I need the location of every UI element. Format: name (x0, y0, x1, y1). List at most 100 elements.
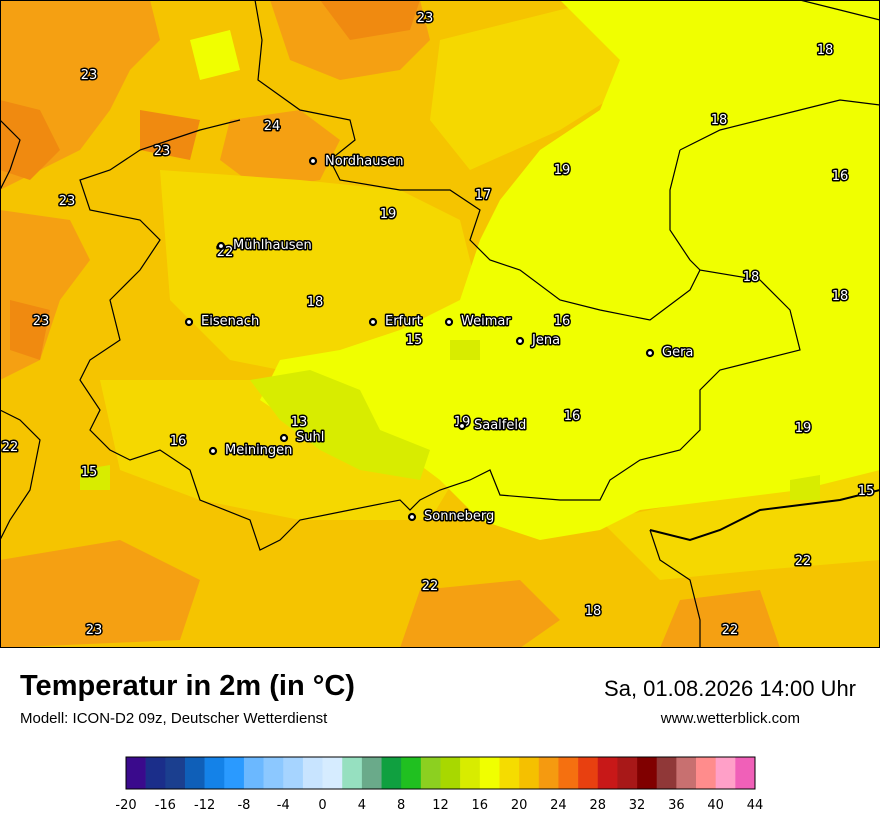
city-label-eisenach: Eisenach (201, 314, 259, 329)
legend-frame (125, 756, 756, 790)
temperature-labels: 23 18 23 18 24 23 19 16 23 17 19 22 18 1… (0, 10, 876, 640)
legend-swatch (420, 757, 441, 789)
forecast-datetime: Sa, 01.08.2026 14:00 Uhr (604, 676, 856, 701)
temp-label: 19 (795, 421, 812, 436)
city-label-erfurt: Erfurt (385, 314, 422, 329)
legend-swatch (204, 757, 225, 789)
temp-label: 22 (422, 579, 439, 594)
legend-tick-label: 44 (747, 798, 764, 813)
legend-swatch (440, 757, 461, 789)
legend-swatch (735, 757, 756, 789)
legend-ticks: -20 -16 -12 -8 -4 0 4 8 12 16 20 24 28 32 36 40 44 (115, 798, 763, 813)
legend-swatch (263, 757, 284, 789)
legend-tick-label: -4 (277, 798, 290, 813)
state-borders (0, 0, 880, 648)
legend-tick-label: 20 (511, 798, 528, 813)
temp-label: 15 (81, 465, 98, 480)
temp-label: 22 (2, 440, 19, 455)
city-dot-meiningen (208, 446, 218, 456)
temp-label: 16 (832, 169, 849, 184)
legend-swatch (558, 757, 579, 789)
city-label-meiningen: Meiningen (225, 443, 292, 458)
temperature-map: 23 18 23 18 24 23 19 16 23 17 19 22 18 1… (0, 0, 880, 648)
legend-swatch (656, 757, 677, 789)
legend-swatch (578, 757, 599, 789)
legend-swatch (499, 757, 520, 789)
legend-swatch (479, 757, 500, 789)
legend-swatch (243, 757, 264, 789)
legend-tick-label: 32 (629, 798, 646, 813)
model-source: Modell: ICON-D2 09z, Deutscher Wetterdie… (20, 710, 328, 727)
city-dot-gera (645, 348, 655, 358)
temp-label: 18 (832, 289, 849, 304)
color-legend: -20 -16 -12 -8 -4 0 4 8 12 16 20 24 28 32 36 40 44 (0, 750, 880, 830)
coolest-areas (80, 340, 820, 500)
temp-label: 18 (743, 270, 760, 285)
city-dot-jena (515, 336, 525, 346)
legend-tick-label: 4 (358, 798, 366, 813)
legend-swatch (342, 757, 363, 789)
temp-label: 19 (380, 207, 397, 222)
legend-swatch (676, 757, 697, 789)
legend-swatch (460, 757, 481, 789)
temp-label: 22 (795, 554, 812, 569)
legend-tick-label: -12 (194, 798, 215, 813)
legend-tick-label: 16 (472, 798, 489, 813)
temp-label: 23 (86, 623, 103, 638)
legend-tick-label: -16 (155, 798, 176, 813)
legend-swatch (381, 757, 402, 789)
legend-swatch (302, 757, 323, 789)
legend-swatch (538, 757, 559, 789)
temp-label: 16 (554, 314, 571, 329)
legend-tick-label: -20 (115, 798, 136, 813)
legend-swatch (597, 757, 618, 789)
temp-label: 15 (858, 484, 875, 499)
legend-swatch (401, 757, 422, 789)
city-dot-nordhausen (308, 156, 318, 166)
legend-tick-label: 24 (550, 798, 567, 813)
legend-swatch (283, 757, 304, 789)
legend-swatch (637, 757, 658, 789)
city-label-jena: Jena (531, 333, 560, 348)
temp-label: 23 (417, 11, 434, 26)
city-label-nordhausen: Nordhausen (325, 154, 404, 169)
temp-label: 22 (722, 623, 739, 638)
temp-label: 19 (554, 163, 571, 178)
temp-label: 24 (264, 119, 281, 134)
legend-tick-label: 8 (397, 798, 405, 813)
legend-swatch (224, 757, 245, 789)
country-border (649, 489, 880, 542)
city-label-saalfeld: Saalfeld (474, 418, 526, 433)
legend-swatch (696, 757, 716, 789)
legend-swatch (184, 757, 205, 789)
legend-swatch (322, 757, 343, 789)
city-label-weimar: Weimar (461, 314, 511, 329)
city-dot-weimar (444, 317, 454, 327)
temp-label: 13 (291, 415, 308, 430)
legend-tick-label: 12 (432, 798, 449, 813)
legend-swatch (519, 757, 540, 789)
legend-swatch (617, 757, 638, 789)
website-link[interactable]: www.wetterblick.com (660, 710, 800, 727)
city-dot-suhl (279, 433, 289, 443)
temp-label: 17 (475, 188, 492, 203)
legend-swatches (125, 756, 756, 790)
cool-areas (190, 0, 880, 540)
temp-label: 23 (59, 194, 76, 209)
legend-tick-label: 36 (668, 798, 685, 813)
temp-label: 16 (170, 434, 187, 449)
city-dot-eisenach (184, 317, 194, 327)
city-label-suhl: Suhl (296, 430, 324, 445)
legend-swatch (145, 757, 166, 789)
temp-label: 15 (406, 333, 423, 348)
temp-label: 18 (817, 43, 834, 58)
legend-tick-label: -8 (237, 798, 250, 813)
temp-label: 18 (585, 604, 602, 619)
city-label-sonneberg: Sonneberg (424, 509, 494, 524)
city-dot-erfurt (368, 317, 378, 327)
legend-swatch (715, 757, 736, 789)
map-title: Temperatur in 2m (in °C) (20, 670, 355, 702)
legend-swatch (165, 757, 186, 789)
city-markers: Nordhausen Mühlhausen Eisenach Erfurt We… (184, 153, 695, 526)
city-dot-muehlhausen (216, 241, 226, 251)
